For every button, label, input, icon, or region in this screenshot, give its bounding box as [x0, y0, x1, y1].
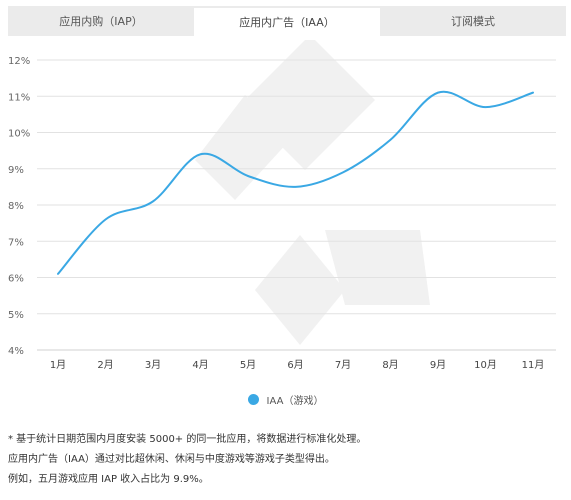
legend-label-iaa: IAA（游戏）: [266, 396, 324, 407]
x-tick-label: 6月: [287, 359, 303, 371]
tab-iaa[interactable]: 应用内广告（IAA）: [194, 8, 380, 36]
footnote-1: * 基于统计日期范围内月度安装 5000+ 的同一批应用，将数据进行标准化处理。: [8, 434, 367, 445]
x-axis-ticks: 1月 2月 3月 4月 5月 6月 7月 8月 9月 10月 11月: [50, 359, 545, 371]
y-tick-label: 7%: [8, 237, 24, 248]
footnote-3: 例如，五月游戏应用 IAP 收入占比为 9.9%。: [8, 474, 209, 485]
x-tick-label: 7月: [335, 359, 351, 371]
tab-subscription[interactable]: 订阅模式: [451, 15, 495, 28]
x-tick-label: 9月: [430, 359, 446, 371]
x-tick-label: 11月: [522, 359, 545, 371]
y-tick-label: 12%: [8, 56, 30, 67]
y-tick-label: 11%: [8, 92, 30, 103]
watermark-shape-4: [255, 235, 345, 345]
x-tick-label: 5月: [240, 359, 256, 371]
y-tick-label: 5%: [8, 310, 24, 321]
tab-bar: 应用内购（IAP） 应用内广告（IAA） 订阅模式: [8, 6, 566, 36]
line-chart: 4% 5% 6% 7% 8% 9% 10% 11% 12% 1月 2月 3月 4月 5月 6月 7月 8月 9月…: [8, 40, 556, 371]
legend-marker-iaa: [247, 394, 259, 405]
y-tick-label: 9%: [8, 165, 24, 176]
x-tick-label: 3月: [145, 359, 161, 371]
y-tick-label: 10%: [8, 129, 30, 140]
legend: IAA（游戏）: [0, 392, 571, 407]
y-axis-ticks: 4% 5% 6% 7% 8% 9% 10% 11% 12%: [8, 56, 30, 357]
y-tick-label: 8%: [8, 201, 24, 212]
grid-lines: [37, 59, 556, 351]
series-line-iaa: [57, 90, 534, 275]
footnote-2: 应用内广告（IAA）通过对比超休闲、休闲与中度游戏等游戏子类型得出。: [8, 454, 335, 465]
footnotes: * 基于统计日期范围内月度安装 5000+ 的同一批应用，将数据进行标准化处理。…: [8, 430, 366, 490]
watermark-shape-3: [325, 230, 430, 305]
watermark-shape-2: [195, 95, 290, 200]
x-tick-label: 1月: [50, 359, 66, 371]
tab-iap[interactable]: 应用内购（IAP）: [59, 15, 143, 28]
x-tick-label: 2月: [97, 359, 113, 371]
y-tick-label: 4%: [8, 346, 24, 357]
x-tick-label: 8月: [382, 359, 398, 371]
x-tick-label: 10月: [474, 359, 497, 371]
y-tick-label: 6%: [8, 274, 24, 285]
x-tick-label: 4月: [192, 359, 208, 371]
watermark-logo: [195, 40, 430, 345]
